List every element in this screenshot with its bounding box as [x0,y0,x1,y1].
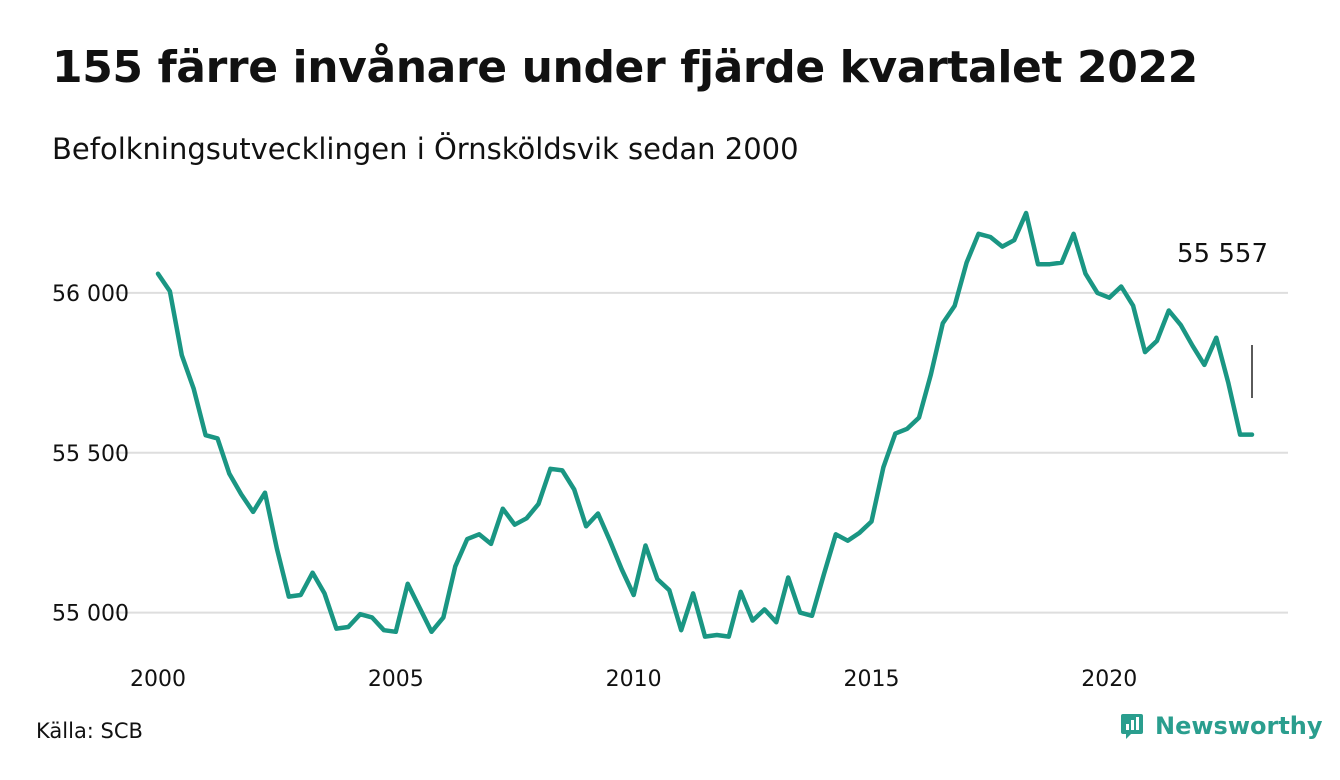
chart-title: 155 färre invånare under fjärde kvartale… [52,42,1198,93]
y-tick-label: 55 500 [52,442,129,467]
last-value-label: 55 557 [1177,239,1268,269]
x-tick-label: 2015 [843,667,899,692]
chart-subtitle: Befolkningsutvecklingen i Örnsköldsvik s… [52,132,799,166]
x-tick-label: 2010 [606,667,662,692]
line-chart: 55 000 55 500 56 000 2000 2005 2010 2015 2020 55… [52,210,1288,692]
source-note: Källa: SCB [36,719,143,743]
y-tick-label: 55 000 [52,602,129,627]
x-tick-label: 2000 [130,667,186,692]
brand-name: Newsworthy [1155,712,1323,740]
y-tick-label: 56 000 [52,282,129,307]
x-tick-label: 2020 [1081,667,1137,692]
x-tick-label: 2005 [368,667,424,692]
brand-logo[interactable]: Newsworthy [1118,712,1323,740]
bar-chart-logo-icon [1121,714,1143,739]
population-line [155,210,1255,639]
